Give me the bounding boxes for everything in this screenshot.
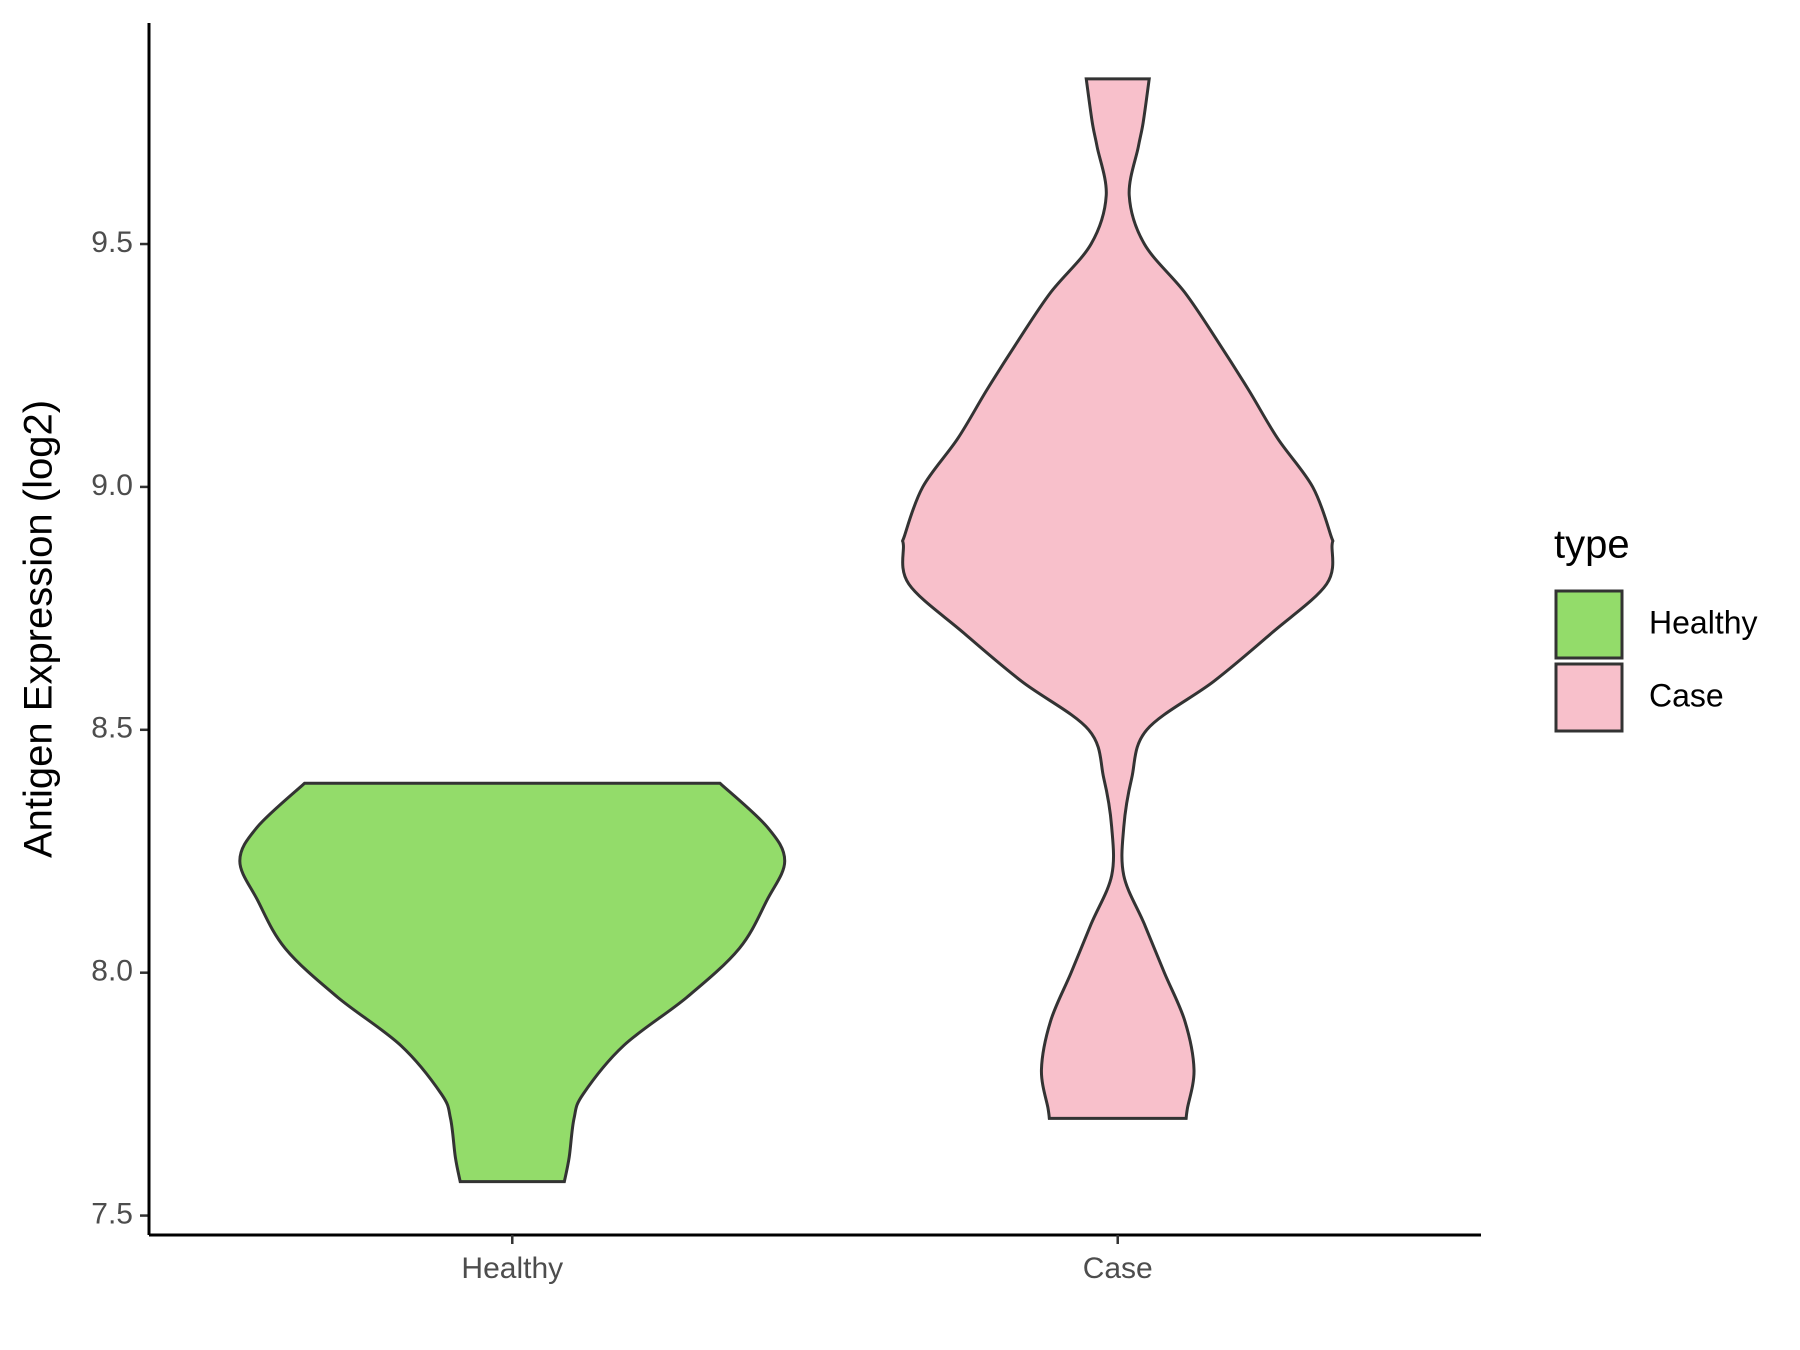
legend-label: Case [1649, 677, 1724, 713]
x-tick-label: Case [1083, 1252, 1153, 1285]
legend-title: type [1554, 523, 1630, 567]
y-tick-label: 8.0 [91, 955, 133, 988]
legend-key [1554, 589, 1624, 660]
y-tick-label: 9.0 [91, 469, 133, 502]
legend-label: Healthy [1649, 604, 1758, 640]
violin [238, 781, 787, 1184]
y-tick-label: 7.5 [91, 1197, 133, 1230]
y-tick-label: 9.5 [91, 226, 133, 259]
violin [901, 77, 1335, 1120]
y-axis-title: Antigen Expression (log2) [17, 400, 61, 858]
x-tick-label: Healthy [461, 1252, 563, 1285]
y-tick-label: 8.5 [91, 712, 133, 745]
legend-key [1554, 662, 1624, 733]
